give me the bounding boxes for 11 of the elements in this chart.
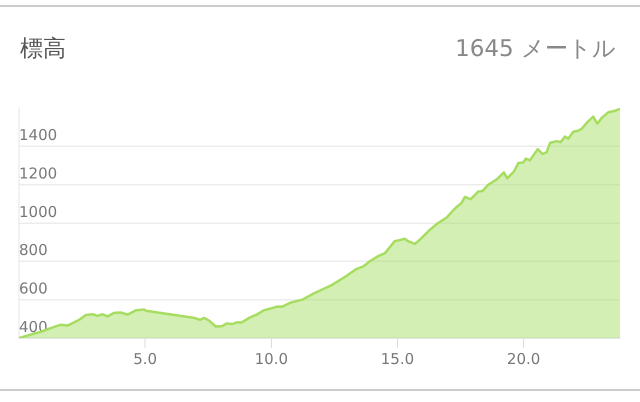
chart-title: 標高 — [20, 35, 66, 64]
x-tick-label: 20.0 — [506, 350, 540, 368]
y-tick-label: 1400 — [19, 126, 58, 144]
chart-subtitle: 1645 メートル — [455, 35, 616, 64]
y-tick-label: 600 — [19, 280, 48, 298]
y-tick-label: 800 — [19, 241, 48, 260]
x-tick-label: 5.0 — [133, 350, 158, 368]
y-tick-label: 1200 — [19, 164, 58, 183]
x-tick-label: 10.0 — [254, 350, 288, 368]
x-tick-label: 15.0 — [380, 350, 414, 368]
y-tick-label: 1000 — [19, 202, 58, 221]
